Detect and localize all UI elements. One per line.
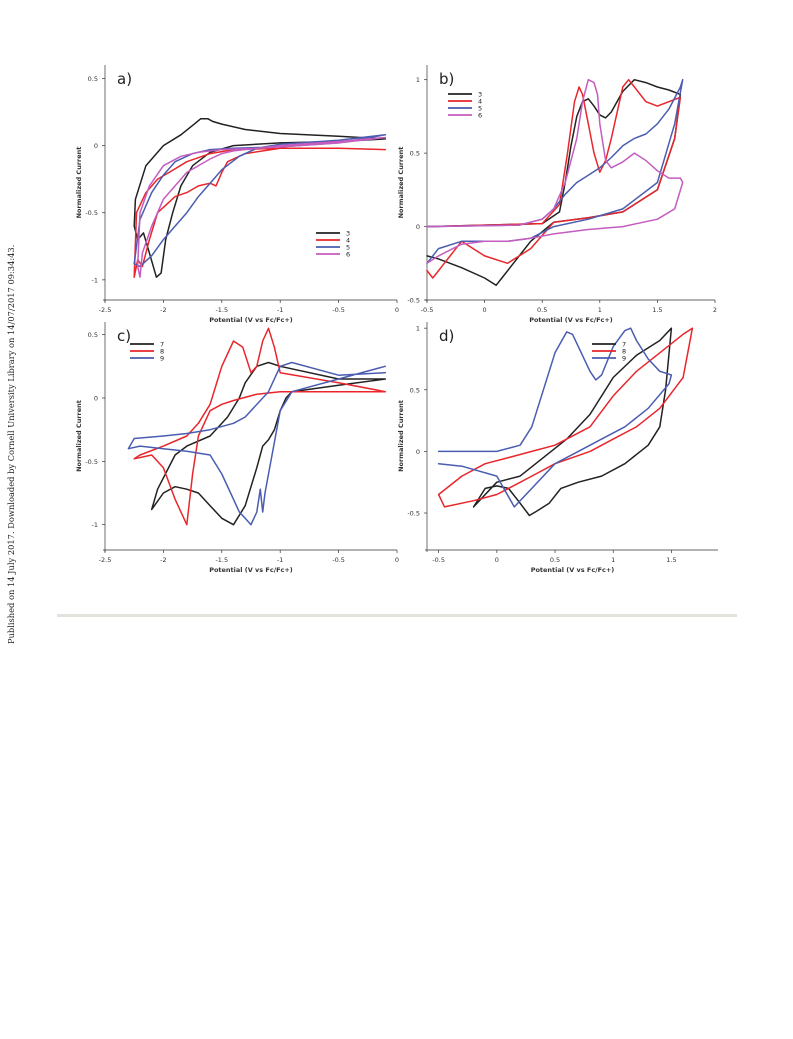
series-8-line: [437, 327, 694, 508]
cv-figure: -2.5 -2 -1.5 -1 -0.5 0 0.5 0 -0.5 -1 Potential (V …: [75, 65, 718, 574]
series-6-line: [136, 136, 387, 278]
panel-c: -2.5 -2 -1.5 -1 -0.5 0 0.5 0 -0.5 -1 Potential (V …: [75, 322, 399, 574]
panel-d: -0.5 0 0.5 1 1.5 1 0.5 0 -0.5 Potential (V vs Fc/…: [397, 322, 718, 574]
y-tick-label: -0.5: [85, 209, 98, 217]
y-axis-label: Normalized Current: [75, 400, 83, 472]
y-tick-label: 0.5: [88, 331, 98, 339]
legend-label-3: 3: [346, 229, 350, 237]
legend: 789: [130, 340, 164, 362]
x-tick-label: -1: [277, 556, 283, 564]
x-tick-label: -1: [277, 306, 283, 314]
legend-label-5: 5: [478, 104, 482, 112]
x-tick-label: 0.5: [537, 306, 547, 314]
x-tick-label: -0.5: [332, 556, 345, 564]
x-tick-label: -2.5: [99, 556, 112, 564]
x-tick-label: 0: [395, 556, 399, 564]
x-tick-label: 1.5: [666, 556, 676, 564]
legend-label-9: 9: [622, 354, 626, 362]
x-axis-label: Potential (V vs Fc/Fc+): [209, 566, 293, 574]
y-tick-label: 0: [94, 395, 98, 403]
series-9-line: [127, 361, 387, 526]
legend-label-6: 6: [478, 111, 482, 119]
legend: 789: [592, 340, 626, 362]
y-axis-label: Normalized Current: [397, 400, 405, 472]
y-tick-label: -0.5: [407, 510, 420, 518]
y-axis-label: Normalized Current: [75, 147, 83, 219]
y-tick-label: 0.5: [88, 75, 98, 83]
y-tick-label: -0.5: [407, 297, 420, 305]
y-tick-label: 0: [416, 223, 420, 231]
panel-label: c): [117, 327, 131, 345]
legend-label-4: 4: [346, 236, 350, 244]
x-tick-label: -2.5: [99, 306, 112, 314]
panel-label: d): [439, 327, 454, 345]
y-tick-label: 0: [94, 142, 98, 150]
legend-label-7: 7: [622, 340, 626, 348]
legend-label-7: 7: [160, 340, 164, 348]
y-tick-label: 0.5: [410, 150, 420, 158]
x-tick-label: 1: [598, 306, 602, 314]
x-tick-label: 0: [483, 306, 487, 314]
x-tick-label: 0.5: [550, 556, 560, 564]
x-tick-label: 2: [713, 306, 717, 314]
series-8-line: [133, 327, 387, 526]
y-tick-label: 1: [416, 76, 420, 84]
x-tick-label: 0: [395, 306, 399, 314]
x-tick-label: 1.5: [652, 306, 662, 314]
x-axis-label: Potential (V vs Fc/Fc+): [531, 566, 615, 574]
legend-label-8: 8: [160, 347, 164, 355]
legend-label-6: 6: [346, 250, 350, 258]
series-5-line: [133, 134, 387, 268]
panel-a: -2.5 -2 -1.5 -1 -0.5 0 0.5 0 -0.5 -1 Potential (V …: [75, 65, 399, 324]
y-axis-label: Normalized Current: [397, 147, 405, 219]
x-tick-label: -0.5: [421, 306, 434, 314]
panel-label: b): [439, 70, 454, 88]
legend-label-9: 9: [160, 354, 164, 362]
x-tick-label: -0.5: [432, 556, 445, 564]
legend-label-8: 8: [622, 347, 626, 355]
x-axis-label: Potential (V vs Fc/Fc+): [209, 316, 293, 324]
x-tick-label: -0.5: [332, 306, 345, 314]
x-tick-label: 0: [495, 556, 499, 564]
series-7-line: [150, 361, 387, 526]
panel-b: -0.5 0 0.5 1 1.5 2 1 0.5 0 -0.5 Potential (V vs Fc…: [397, 65, 717, 324]
footer-rule: [57, 614, 737, 617]
y-tick-label: -1: [92, 276, 98, 284]
y-tick-label: 0: [416, 448, 420, 456]
x-tick-label: -2: [160, 556, 166, 564]
panel-label: a): [117, 70, 132, 88]
series-6-line: [426, 78, 684, 265]
legend-label-5: 5: [346, 243, 350, 251]
x-tick-label: 1: [611, 556, 615, 564]
x-tick-label: -1.5: [215, 556, 228, 564]
series-4-line: [133, 147, 387, 278]
legend-label-4: 4: [478, 97, 482, 105]
series-4-line: [426, 78, 682, 279]
legend-label-3: 3: [478, 90, 482, 98]
x-tick-label: -1.5: [215, 306, 228, 314]
y-tick-label: 1: [416, 325, 420, 333]
y-tick-label: 0.5: [410, 386, 420, 394]
y-tick-label: -0.5: [85, 458, 98, 466]
x-tick-label: -2: [160, 306, 166, 314]
x-axis-label: Potential (V vs Fc/Fc+): [529, 316, 613, 324]
y-tick-label: -1: [92, 521, 98, 529]
series-9-line: [437, 327, 673, 508]
series-3-line: [426, 78, 682, 287]
